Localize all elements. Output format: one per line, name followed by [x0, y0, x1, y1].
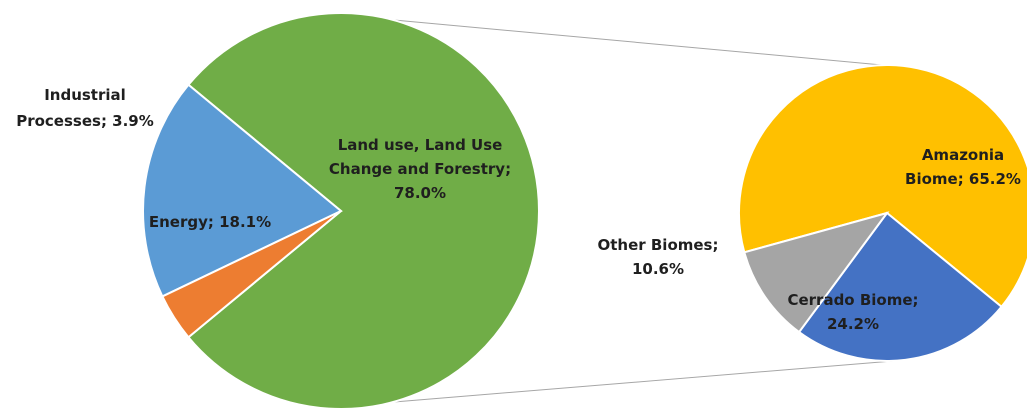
- label-line: 78.0%: [394, 184, 446, 202]
- slice-cerrado-biome: [797, 211, 1003, 362]
- label-line: Cerrado Biome;: [787, 291, 918, 309]
- connector-lines: [393, 19, 894, 403]
- slice-land-use-land-use-change-and-forestry: [187, 12, 540, 410]
- label-line: Other Biomes;: [597, 236, 718, 254]
- label-line: Processes; 3.9%: [16, 112, 154, 130]
- label-line: Energy; 18.1%: [149, 213, 271, 231]
- label-line: Industrial: [44, 86, 126, 104]
- label-amazonia-biome: Amazonia Biome; 65.2%: [905, 146, 1021, 188]
- label-line: Land use, Land Use: [338, 136, 503, 154]
- slice-other-biomes: [743, 211, 890, 334]
- label-energy: Energy; 18.1%: [149, 213, 271, 231]
- label-industrial-processes: Industrial Processes; 3.9%: [16, 86, 154, 130]
- label-line: 24.2%: [827, 315, 879, 333]
- slice-energy: [142, 83, 343, 298]
- slice-industrial-processes: [161, 210, 342, 339]
- label-other-biomes: Other Biomes; 10.6%: [597, 236, 718, 278]
- label-cerrado-biome: Cerrado Biome; 24.2%: [787, 291, 918, 333]
- connector-line-bottom: [393, 360, 894, 403]
- label-line: Amazonia: [922, 146, 1004, 164]
- label-line: Biome; 65.2%: [905, 170, 1021, 188]
- label-line: 10.6%: [632, 260, 684, 278]
- label-line: Change and Forestry;: [329, 160, 511, 178]
- sub-pie: [738, 64, 1027, 362]
- connector-line-top: [393, 19, 894, 67]
- main-pie: [142, 12, 540, 410]
- slice-labels: Land use, Land Use Change and Forestry; 78…: [16, 86, 1021, 333]
- slice-amazonia-biome: [738, 64, 1027, 309]
- label-land-use-land-use-change-and-forestry: Land use, Land Use Change and Forestry; 78…: [329, 136, 511, 202]
